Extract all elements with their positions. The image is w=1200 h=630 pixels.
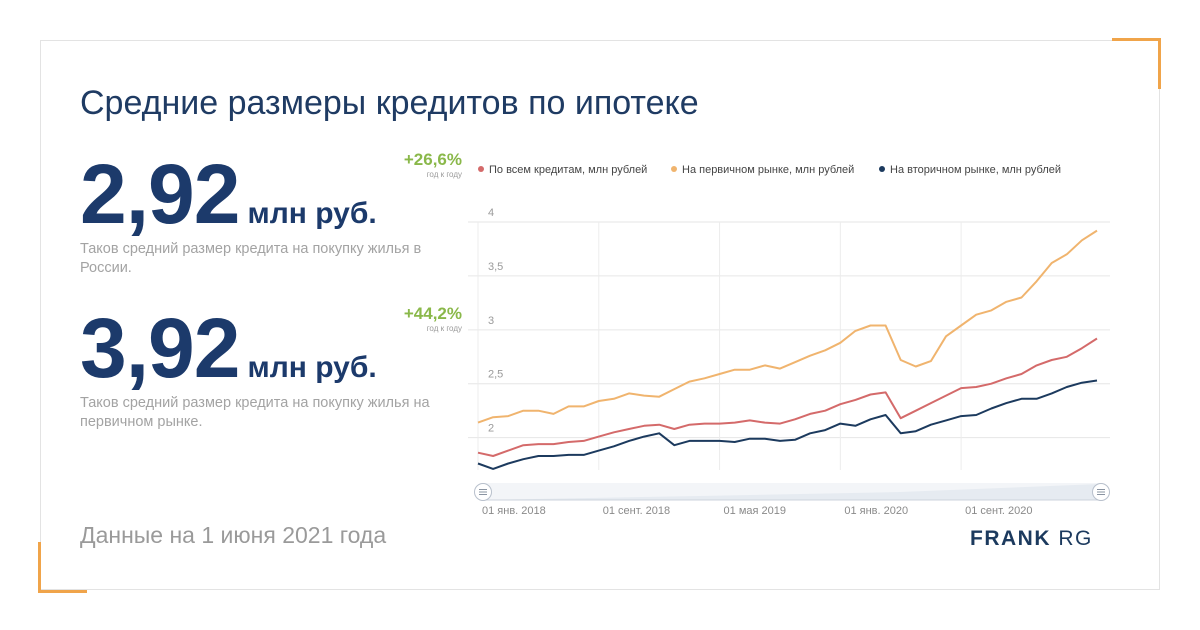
change-value: +44,2% [403, 304, 462, 323]
y-tick-label: 2,5 [488, 369, 503, 381]
y-tick-label: 2 [488, 423, 494, 435]
logo-bold: FRANK [970, 527, 1051, 550]
logo-light: RG [1058, 527, 1093, 550]
change-label: год к году [426, 324, 462, 333]
y-tick-label: 3,5 [488, 261, 503, 273]
x-tick-label: 01 сент. 2018 [603, 505, 670, 517]
navigator-handle[interactable] [474, 483, 492, 501]
legend-label: По всем кредитам, млн рублей [489, 164, 647, 176]
x-tick-label: 01 мая 2019 [724, 505, 786, 517]
y-tick-label: 3 [488, 315, 494, 327]
stat-row: 2,92 млн руб. [80, 152, 465, 236]
stat-description: Таков средний размер кредита на покупку … [80, 241, 422, 276]
handle-grip [479, 489, 487, 495]
stat-unit: млн руб. [247, 351, 377, 384]
stat: 3,92 млн руб. +44,2% год к году Таков ср… [80, 304, 465, 432]
x-tick-label: 01 янв. 2018 [482, 505, 546, 517]
corner-accent [38, 542, 87, 593]
legend-item: По всем кредитам, млн рублей [478, 164, 647, 176]
change-label: год к году [426, 170, 462, 179]
stat-unit: млн руб. [247, 197, 377, 230]
stat: 2,92 млн руб. +26,6% год к году Таков ср… [80, 150, 465, 278]
card [40, 40, 1160, 590]
legend-item: На первичном рынке, млн рублей [671, 164, 854, 176]
plot: 2 2,5 3 3,5 4 01 янв. 2018 01 сент. 2018 01 мая… [468, 164, 1110, 517]
x-tick-label: 01 сент. 2020 [965, 505, 1032, 517]
legend-label: На вторичном рынке, млн рублей [890, 164, 1061, 176]
stat-value: 2,92 [80, 147, 240, 241]
stat-description: Таков средний размер кредита на покупку … [80, 395, 430, 430]
change-value: +26,6% [403, 150, 462, 169]
stat-value: 3,92 [80, 301, 240, 395]
legend-item: На вторичном рынке, млн рублей [879, 164, 1061, 176]
series-line [477, 229, 1098, 424]
series-line [477, 337, 1098, 457]
title: Средние размеры кредитов по ипотеке [80, 84, 699, 122]
stat-row: 3,92 млн руб. [80, 306, 465, 390]
legend-label: На первичном рынке, млн рублей [682, 164, 854, 176]
change: +26,6% год к году [404, 150, 462, 179]
change: +44,2% год к году [404, 304, 462, 333]
logo: FRANK RG [970, 527, 1093, 551]
footer: Данные на 1 июня 2021 года [80, 522, 387, 548]
navigator-handle[interactable] [1092, 483, 1110, 501]
legend-marker [671, 166, 677, 172]
y-tick-label: 4 [488, 207, 494, 219]
legend-marker [879, 166, 885, 172]
corner-accent [1112, 38, 1161, 89]
x-tick-label: 01 янв. 2020 [844, 505, 908, 517]
legend-marker [478, 166, 484, 172]
handle-grip [1097, 489, 1105, 495]
navigator-area [480, 484, 1100, 500]
series-line [477, 379, 1098, 470]
